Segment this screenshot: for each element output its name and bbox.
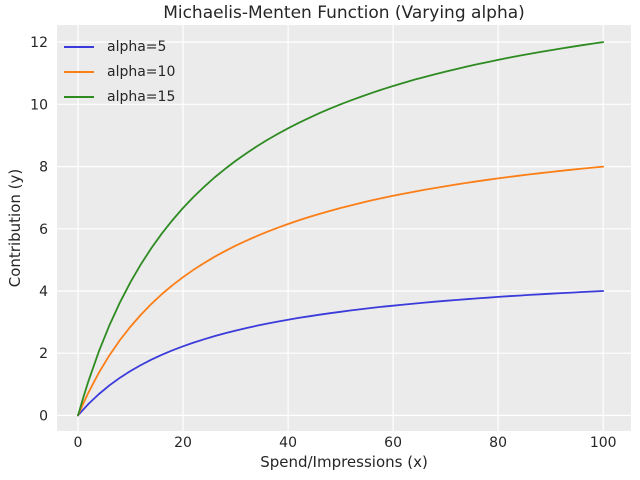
x-axis-label: Spend/Impressions (x) (260, 453, 428, 471)
x-tick-label: 0 (74, 435, 83, 451)
y-axis-label: Contribution (y) (6, 168, 24, 288)
chart-title: Michaelis-Menten Function (Varying alpha… (163, 3, 525, 23)
legend-label: alpha=10 (107, 63, 176, 80)
series-line-alpha=10 (77, 165, 605, 417)
legend-line-swatch (64, 45, 94, 48)
y-tick-label: 10 (30, 97, 48, 113)
series-line-alpha=5 (77, 290, 605, 417)
x-tick-label: 40 (279, 435, 297, 451)
y-tick-label: 12 (30, 35, 48, 51)
y-tick-label: 2 (39, 346, 48, 362)
legend-line-swatch (64, 70, 94, 73)
y-tick-label: 0 (39, 408, 48, 424)
x-tick-label: 60 (384, 435, 402, 451)
plot-area-background (57, 25, 631, 431)
series-line-alpha=15 (77, 41, 605, 417)
legend-item: alpha=10 (64, 59, 175, 84)
y-tick-label: 8 (39, 160, 48, 176)
legend: alpha=5 alpha=10 alpha=15 (64, 34, 175, 109)
x-tick-label: 20 (174, 435, 192, 451)
legend-line-swatch (64, 95, 94, 98)
x-tick-label: 80 (489, 435, 507, 451)
legend-label: alpha=5 (107, 38, 167, 55)
legend-label: alpha=15 (107, 88, 176, 105)
legend-item: alpha=5 (64, 34, 175, 59)
y-tick-label: 4 (39, 284, 48, 300)
legend-item: alpha=15 (64, 84, 175, 109)
x-tick-label: 100 (590, 435, 617, 451)
y-tick-label: 6 (39, 222, 48, 238)
